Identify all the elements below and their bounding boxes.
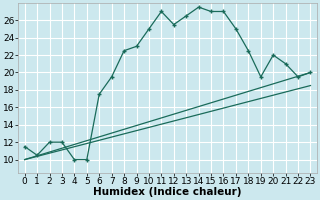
X-axis label: Humidex (Indice chaleur): Humidex (Indice chaleur) bbox=[93, 187, 242, 197]
